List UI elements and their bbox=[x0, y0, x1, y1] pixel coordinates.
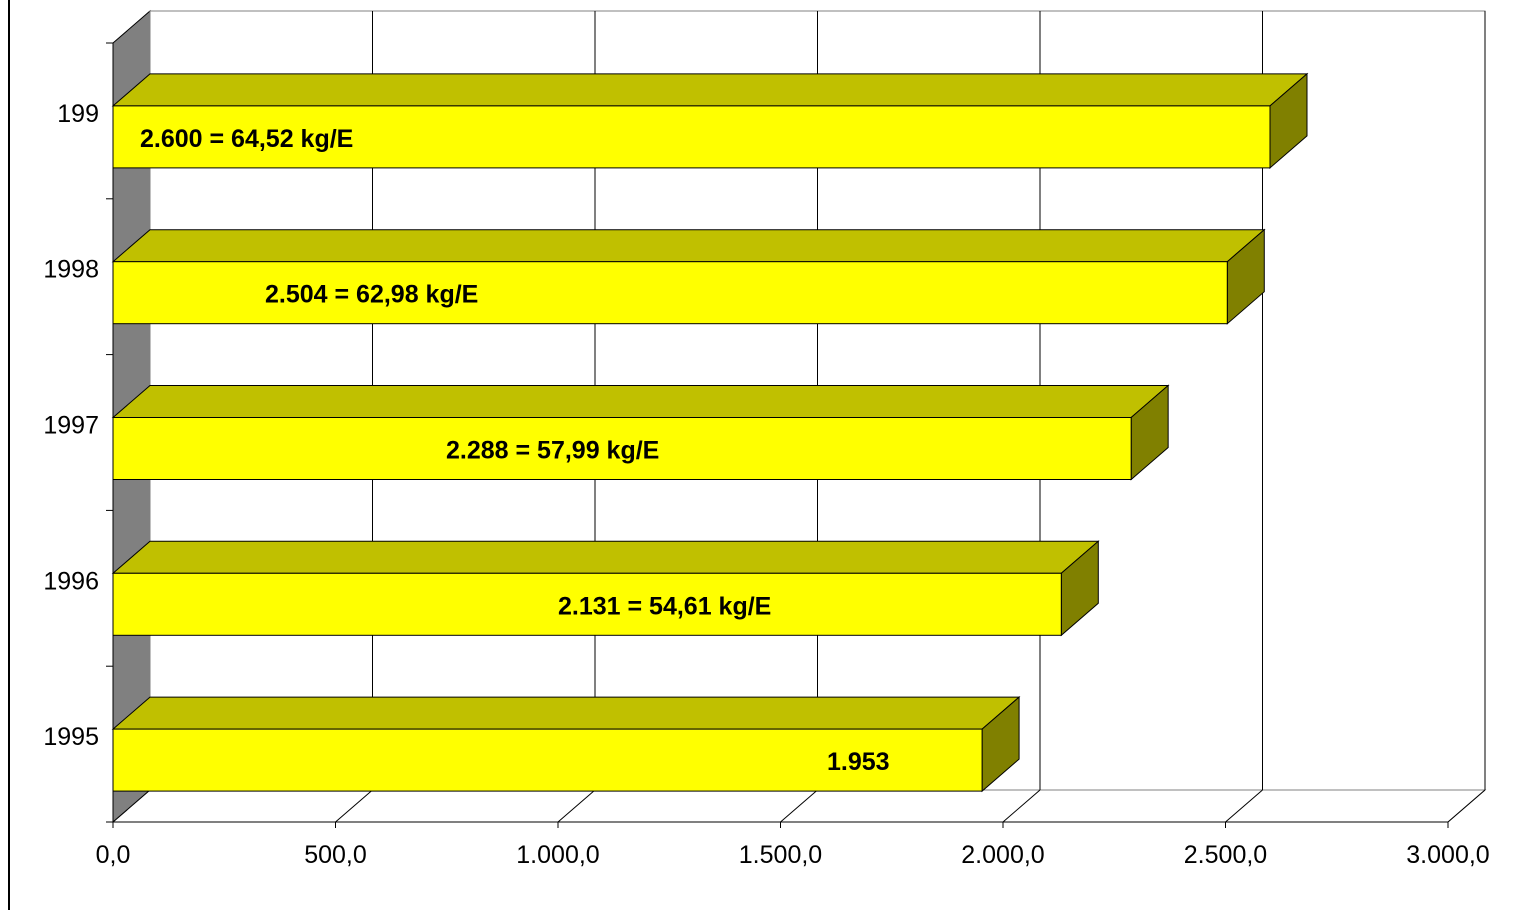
bar bbox=[112, 105, 1271, 169]
y-category-label: 1996 bbox=[43, 567, 99, 595]
bar-group: 2.600 = 64,52 kg/E bbox=[111, 72, 1309, 169]
floor-gridline bbox=[557, 789, 596, 823]
y-category-label: 1997 bbox=[43, 412, 99, 440]
bar bbox=[112, 261, 1228, 325]
floor-gridline bbox=[1002, 789, 1041, 823]
chart-bars: 1.953 2.131 = 54,61 kg/E 2.288 = 57,99 kg/… bbox=[111, 72, 1309, 793]
bar-group: 2.288 = 57,99 kg/E bbox=[111, 384, 1170, 481]
bar bbox=[112, 572, 1062, 636]
x-tick-label: 2.000,0 bbox=[961, 841, 1044, 869]
floor-gridline bbox=[780, 789, 818, 823]
chart-left-border bbox=[8, 0, 10, 910]
y-category-label: 1998 bbox=[43, 256, 99, 284]
y-category-label: 1995 bbox=[43, 723, 99, 751]
floor-gridline bbox=[1447, 789, 1486, 823]
bar-data-label: 2.131 = 54,61 kg/E bbox=[558, 592, 771, 620]
bar-group: 2.131 = 54,61 kg/E bbox=[111, 540, 1100, 637]
floor-gridline bbox=[1225, 789, 1263, 823]
x-tick-label: 2.500,0 bbox=[1184, 841, 1267, 869]
bar bbox=[112, 417, 1132, 480]
bar-group: 1.953 bbox=[111, 696, 1021, 793]
floor-gridline bbox=[112, 789, 151, 823]
bar bbox=[112, 728, 983, 792]
bar-top-face bbox=[111, 540, 1100, 574]
x-tick-label: 3.000,0 bbox=[1406, 841, 1489, 869]
x-tick-label: 1.500,0 bbox=[739, 841, 822, 869]
bar-top-face bbox=[111, 385, 1170, 418]
bar-data-label: 2.288 = 57,99 kg/E bbox=[446, 437, 659, 465]
bar-data-label: 1.953 bbox=[827, 748, 890, 776]
x-axis-tick-labels: 0,0 500,0 1.000,0 1.500,0 2.000,0 2.500,0 3.00… bbox=[96, 841, 1490, 869]
bar-data-label: 2.600 = 64,52 kg/E bbox=[140, 125, 353, 153]
floor-gridline bbox=[335, 789, 373, 823]
bar-top-face bbox=[111, 229, 1266, 263]
y-axis-category-labels: 1995 1996 1997 1998 199 bbox=[43, 100, 99, 751]
bar-top-face bbox=[111, 696, 1021, 730]
bar-group: 2.504 = 62,98 kg/E bbox=[111, 228, 1266, 325]
x-tick-label: 0,0 bbox=[96, 841, 131, 869]
x-tick-label: 1.000,0 bbox=[516, 841, 599, 869]
x-tick-label: 500,0 bbox=[304, 841, 367, 869]
y-category-label: 199 bbox=[57, 100, 99, 128]
bar-data-label: 2.504 = 62,98 kg/E bbox=[265, 281, 478, 309]
bar-top-face bbox=[111, 73, 1309, 107]
